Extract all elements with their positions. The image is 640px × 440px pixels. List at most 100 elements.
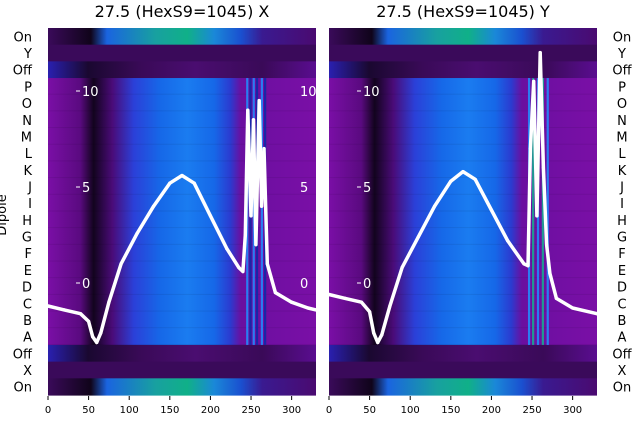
heatmap-row-i (48, 194, 316, 213)
row-separator (329, 293, 597, 295)
row-label: H (22, 214, 32, 229)
row-separator (48, 277, 316, 279)
row-label: Y (23, 47, 32, 62)
trace-point (400, 266, 404, 270)
trace-point (208, 214, 213, 218)
row-separator (48, 177, 316, 179)
row-label: F (618, 247, 625, 262)
row-label: A (23, 331, 32, 346)
x-tick-label: 0 (326, 405, 332, 416)
row-label: C (23, 297, 32, 312)
column-stripe (541, 78, 544, 345)
row-label: H (617, 214, 627, 229)
x-tick-label: 50 (363, 405, 376, 416)
row-separator (48, 93, 316, 95)
heatmap-row-l (329, 144, 597, 163)
heatmap-row-f (48, 244, 316, 263)
trace-point (314, 308, 318, 312)
row-label: Off (13, 64, 33, 79)
trace-tick-label: 0 (82, 277, 90, 292)
trace-point (151, 204, 156, 208)
row-label: N (22, 114, 32, 129)
trace-point (526, 264, 530, 268)
row-separator (329, 160, 597, 162)
row-label: O (617, 97, 627, 112)
row-separator (329, 93, 597, 95)
trace-point (541, 166, 546, 170)
trace-point (262, 147, 266, 151)
row-label: On (613, 30, 631, 45)
trace-point (380, 333, 384, 337)
row-separator (329, 277, 597, 279)
trace-point (368, 310, 372, 314)
trace-point (180, 173, 184, 178)
trace-point (538, 51, 542, 55)
trace-point (119, 262, 123, 266)
trace-point (506, 239, 510, 243)
trace-tick-label-right: 5 (300, 181, 308, 196)
trace-point (225, 246, 229, 251)
trace-point (595, 312, 599, 316)
trace-point (571, 306, 575, 310)
trace-point (246, 108, 250, 112)
trace-tick-label: 0 (363, 277, 371, 292)
trace-point (290, 300, 294, 304)
row-separator (329, 243, 597, 245)
heatmap-row-m (329, 128, 597, 146)
heatmap-row-a (48, 328, 316, 346)
trace-point (359, 300, 364, 304)
row-separator (329, 310, 597, 312)
row-separator (48, 110, 316, 112)
trace-point (528, 147, 533, 151)
trace-point (273, 291, 277, 295)
heatmap-row-on (48, 378, 316, 396)
heatmap-row-a (329, 328, 597, 346)
row-label: M (21, 130, 32, 145)
heatmap-row-y (48, 44, 316, 62)
heatmap-row-e (48, 261, 316, 279)
row-label: X (618, 364, 627, 379)
heatmap-row-n (48, 111, 316, 129)
y-axis-label: Dipole (0, 194, 10, 235)
trace-tick-label-right: 10 (300, 85, 317, 100)
row-label: N (617, 114, 627, 129)
x-tick-label: 150 (160, 405, 179, 416)
trace-point (522, 262, 526, 266)
heatmap-row-o (48, 94, 316, 113)
heatmap-row-off (329, 61, 597, 79)
heatmap-row-off (329, 344, 597, 363)
row-separator (48, 310, 316, 312)
row-label: J (27, 180, 32, 195)
row-separator (48, 260, 316, 262)
row-separator (329, 343, 597, 345)
trace-point (46, 304, 50, 308)
x-tick-label: 300 (282, 405, 301, 416)
row-label: X (23, 364, 32, 379)
trace-point (254, 243, 258, 247)
trace-point (532, 79, 536, 83)
row-separator (48, 227, 316, 229)
trace-point (251, 118, 256, 122)
heatmap-row-c (48, 294, 316, 313)
row-label: I (620, 197, 624, 212)
row-separator (329, 193, 597, 195)
heatmap-row-off (48, 344, 316, 363)
x-tick-label: 300 (563, 405, 582, 416)
row-label: On (14, 30, 32, 45)
heatmap-row-x (48, 361, 316, 379)
row-separator (329, 260, 597, 262)
trace-tick-label: 5 (82, 181, 90, 196)
row-separator (48, 160, 316, 162)
row-separator (329, 210, 597, 212)
heatmap-row-x (329, 361, 597, 379)
trace-tick-label: 15 (82, 0, 99, 4)
heatmap-row-on (48, 28, 316, 46)
heatmap-row-on (329, 28, 597, 46)
trace-point (259, 204, 264, 208)
row-separator (48, 127, 316, 129)
heatmap-row-g (329, 228, 597, 246)
x-tick-label: 50 (82, 405, 95, 416)
trace-point (548, 271, 552, 275)
x-tick-label: 200 (201, 405, 220, 416)
x-tick-label: 200 (482, 405, 501, 416)
